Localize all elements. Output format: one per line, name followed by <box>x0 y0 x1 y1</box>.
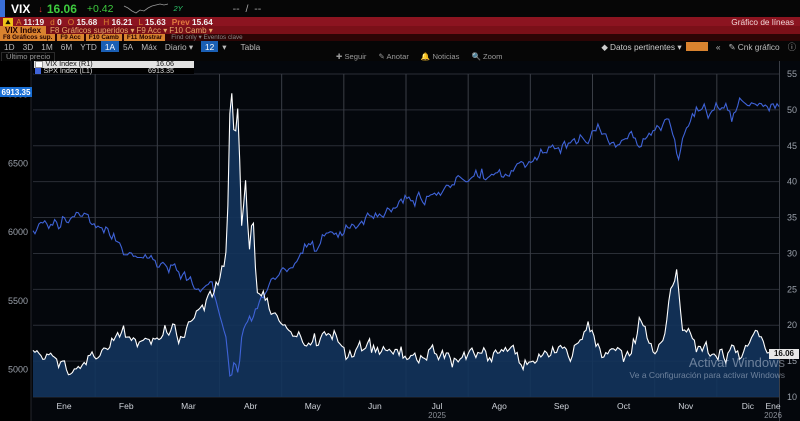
svg-text:Oct: Oct <box>617 401 631 411</box>
svg-text:2026: 2026 <box>764 411 782 420</box>
svg-text:May: May <box>305 401 322 411</box>
svg-text:6000: 6000 <box>8 227 28 237</box>
svg-text:55: 55 <box>787 69 797 79</box>
svg-text:10: 10 <box>787 392 797 402</box>
svg-text:Sep: Sep <box>554 401 569 411</box>
svg-text:Dic: Dic <box>742 401 755 411</box>
svg-text:40: 40 <box>787 177 797 187</box>
svg-text:Feb: Feb <box>119 401 134 411</box>
svg-text:6500: 6500 <box>8 158 28 168</box>
svg-text:45: 45 <box>787 141 797 151</box>
svg-text:30: 30 <box>787 248 797 258</box>
svg-text:25: 25 <box>787 284 797 294</box>
svg-text:Jun: Jun <box>368 401 382 411</box>
svg-text:Ene: Ene <box>57 401 72 411</box>
svg-text:50: 50 <box>787 105 797 115</box>
svg-text:Ago: Ago <box>492 401 507 411</box>
svg-text:35: 35 <box>787 213 797 223</box>
svg-text:5500: 5500 <box>8 296 28 306</box>
svg-text:5000: 5000 <box>8 365 28 375</box>
svg-text:Mar: Mar <box>181 401 196 411</box>
svg-text:20: 20 <box>787 320 797 330</box>
svg-text:2025: 2025 <box>428 411 446 420</box>
svg-text:Abr: Abr <box>244 401 257 411</box>
svg-text:Nov: Nov <box>678 401 694 411</box>
svg-text:Jul: Jul <box>432 401 443 411</box>
svg-text:Ene: Ene <box>765 401 780 411</box>
